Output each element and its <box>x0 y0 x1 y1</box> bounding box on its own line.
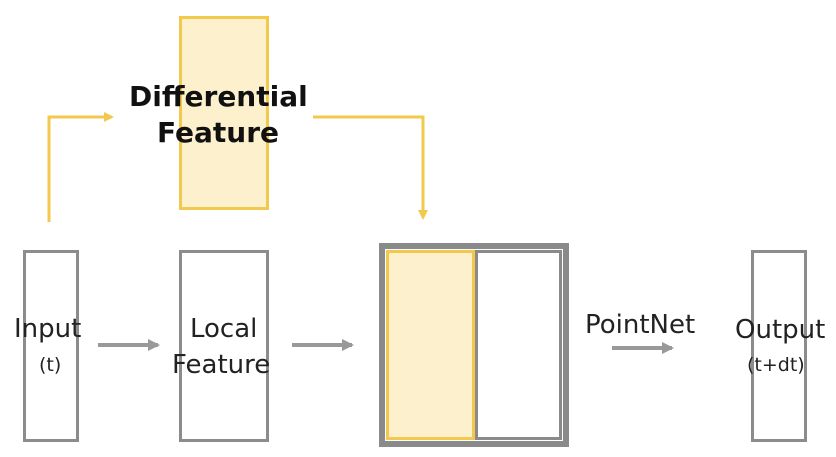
concat-local-part <box>475 250 562 440</box>
differential-feature-label-line2: Feature <box>157 116 279 149</box>
output-time-label: (t+dt) <box>747 354 805 376</box>
input-label: Input <box>14 314 82 344</box>
output-box <box>751 250 807 442</box>
arrow-differential-to-concat <box>313 115 428 220</box>
output-label: Output <box>735 315 826 345</box>
arrow-input-to-differential <box>47 112 114 222</box>
input-box <box>23 250 79 442</box>
pointnet-label: PointNet <box>585 310 696 340</box>
differential-feature-box <box>179 16 269 210</box>
local-feature-box <box>179 250 269 442</box>
concat-differential-part <box>386 250 475 440</box>
local-feature-label-line2: Feature <box>172 350 271 380</box>
differential-feature-label-line1: Differential <box>129 80 308 113</box>
input-time-label: (t) <box>39 354 62 376</box>
local-feature-label-line1: Local <box>190 314 258 344</box>
